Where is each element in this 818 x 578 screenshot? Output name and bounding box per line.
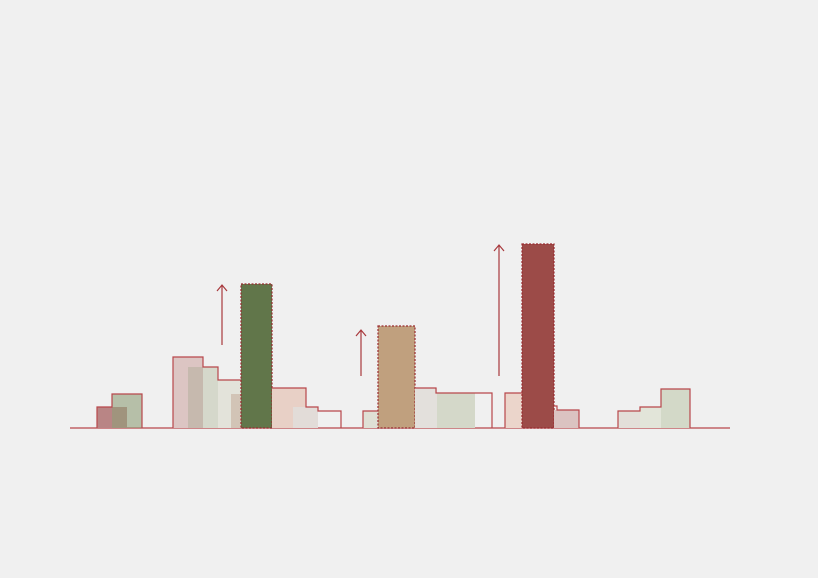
building	[618, 411, 640, 428]
building	[415, 388, 437, 428]
proposed-tower-red	[521, 243, 555, 429]
building	[640, 407, 661, 428]
building-group-1	[96, 393, 143, 428]
building	[188, 367, 203, 428]
building	[293, 407, 318, 428]
building	[505, 393, 522, 428]
building	[231, 394, 241, 428]
building-group-4	[493, 243, 580, 429]
building-group-5	[617, 388, 691, 428]
building	[203, 367, 218, 428]
building	[112, 394, 142, 428]
building	[363, 411, 378, 428]
proposed-tower-tan	[377, 325, 416, 429]
building	[554, 410, 579, 428]
building-group-3	[355, 325, 493, 429]
building	[661, 389, 690, 428]
proposed-tower-green	[240, 283, 273, 429]
building-group-2	[172, 283, 342, 429]
building	[437, 393, 475, 428]
